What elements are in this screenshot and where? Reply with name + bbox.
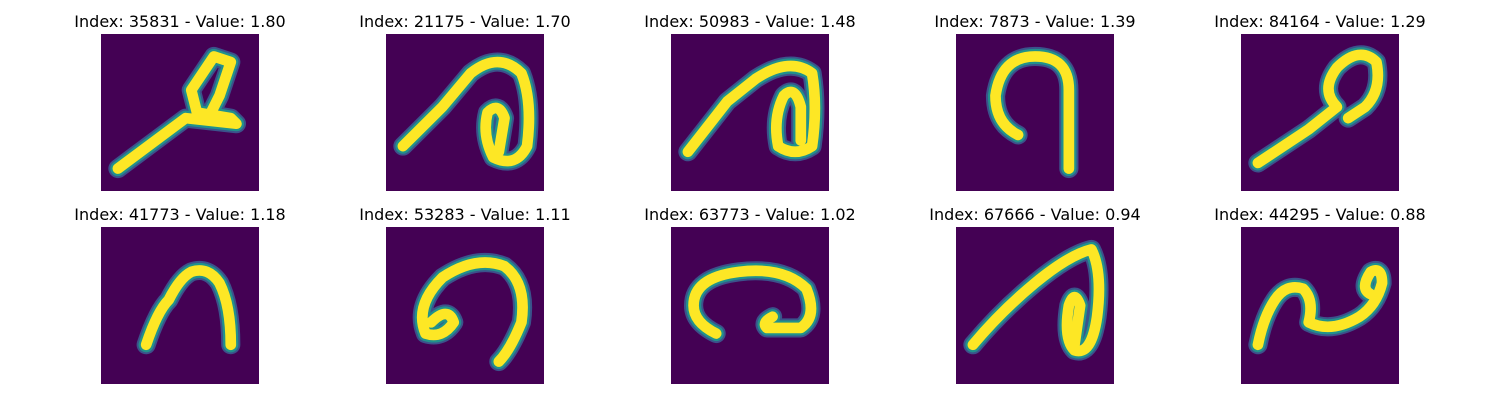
digit-image (671, 227, 829, 384)
sample-title: Index: 63773 - Value: 1.02 (644, 205, 856, 224)
digit-stroke (1252, 49, 1384, 169)
digit-stroke (397, 56, 535, 167)
sample-cell: Index: 63773 - Value: 1.02 (640, 205, 860, 395)
digit-image (1241, 227, 1399, 384)
sample-title: Index: 44295 - Value: 0.88 (1214, 205, 1426, 224)
digit-image (1241, 34, 1399, 191)
digit-image (101, 227, 259, 384)
digit-stroke (967, 244, 1105, 357)
sample-title: Index: 53283 - Value: 1.11 (359, 205, 571, 224)
sample-title: Index: 7873 - Value: 1.39 (934, 12, 1136, 31)
digit-image (956, 34, 1114, 191)
sample-title: Index: 41773 - Value: 1.18 (74, 205, 286, 224)
sample-cell: Index: 84164 - Value: 1.29 (1210, 12, 1430, 202)
sample-cell: Index: 44295 - Value: 0.88 (1210, 205, 1430, 395)
sample-cell: Index: 21175 - Value: 1.70 (355, 12, 575, 202)
digit-stroke (140, 265, 237, 351)
sample-cell: Index: 67666 - Value: 0.94 (925, 205, 1145, 395)
sample-title: Index: 84164 - Value: 1.29 (1214, 12, 1426, 31)
digit-stroke (417, 257, 528, 367)
digit-stroke (112, 51, 242, 174)
sample-cell: Index: 53283 - Value: 1.11 (355, 205, 575, 395)
sample-title: Index: 67666 - Value: 0.94 (929, 205, 1141, 224)
digit-stroke (682, 60, 821, 158)
sample-cell: Index: 35831 - Value: 1.80 (70, 12, 290, 202)
digit-image (101, 34, 259, 191)
sample-cell: Index: 41773 - Value: 1.18 (70, 205, 290, 395)
sample-title: Index: 35831 - Value: 1.80 (74, 12, 286, 31)
digit-stroke (688, 265, 817, 339)
digit-image (956, 227, 1114, 384)
sample-title: Index: 50983 - Value: 1.48 (644, 12, 856, 31)
digit-image (386, 227, 544, 384)
digit-image (386, 34, 544, 191)
sample-cell: Index: 7873 - Value: 1.39 (925, 12, 1145, 202)
digit-stroke (990, 51, 1075, 174)
digit-image (671, 34, 829, 191)
sample-cell: Index: 50983 - Value: 1.48 (640, 12, 860, 202)
sample-title: Index: 21175 - Value: 1.70 (359, 12, 571, 31)
digit-stroke (1252, 265, 1388, 351)
